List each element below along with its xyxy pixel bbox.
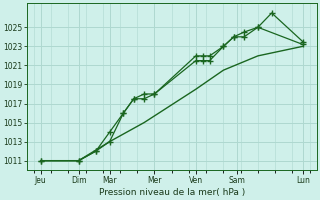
X-axis label: Pression niveau de la mer( hPa ): Pression niveau de la mer( hPa ) — [99, 188, 245, 197]
